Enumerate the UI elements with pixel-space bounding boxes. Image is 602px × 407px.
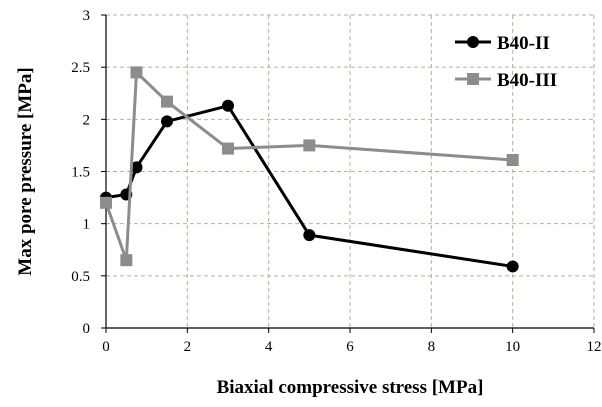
x-tick-labels: 0 2 4 6 8 10 12	[102, 339, 601, 355]
series-B40-III	[100, 66, 519, 267]
x-tick-label: 4	[265, 339, 273, 355]
data-point	[100, 196, 112, 209]
y-tick-label: 3	[83, 8, 91, 24]
x-axis-title: Biaxial compressive stress [MPa]	[217, 377, 484, 398]
data-point	[130, 161, 143, 174]
x-tick-label: 8	[428, 339, 436, 355]
legend-label: B40-II	[497, 33, 550, 54]
axes	[101, 14, 595, 333]
y-tick-label: 2.5	[71, 60, 90, 76]
data-point	[506, 154, 519, 167]
legend: B40-II B40-III	[455, 33, 557, 91]
y-tick-label: 0	[83, 321, 91, 337]
x-tick-label: 0	[102, 339, 110, 355]
legend-item: B40-III	[455, 70, 557, 91]
x-tick-label: 6	[346, 339, 354, 355]
data-point	[161, 95, 173, 108]
y-tick-label: 1.5	[71, 165, 90, 181]
data-point	[303, 139, 316, 152]
data-point	[506, 260, 519, 273]
legend-item: B40-II	[455, 33, 550, 54]
x-tick-label: 12	[587, 339, 602, 355]
legend-label: B40-III	[497, 70, 557, 91]
data-point	[130, 66, 143, 79]
x-tick-label: 10	[505, 339, 520, 355]
x-tick-label: 2	[184, 339, 192, 355]
y-tick-label: 1	[83, 217, 91, 233]
data-point	[303, 229, 316, 242]
data-point	[161, 115, 173, 128]
y-tick-label: 0.5	[71, 269, 90, 285]
data-point	[222, 142, 234, 155]
series-group	[100, 66, 519, 273]
legend-marker	[467, 36, 479, 48]
y-tick-label: 2	[83, 112, 91, 128]
legend-marker	[467, 73, 479, 85]
y-axis-title: Max pore pressure [MPa]	[15, 67, 36, 275]
y-tick-labels: 0 0.5 1 1.5 2 2.5 3	[71, 8, 90, 337]
data-point	[222, 99, 234, 112]
data-point	[120, 254, 133, 267]
grid-lines	[106, 14, 595, 328]
